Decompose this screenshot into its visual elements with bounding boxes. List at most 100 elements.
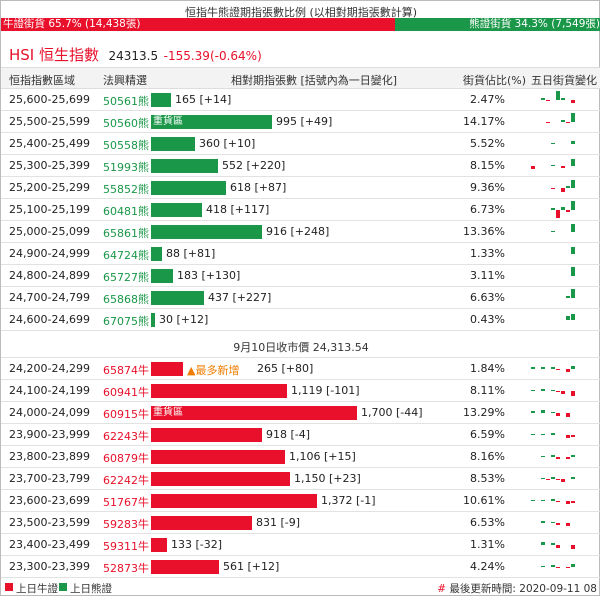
warrant-code-link[interactable]: 65861熊 — [103, 227, 149, 240]
warrant-code-link[interactable]: 64724熊 — [103, 249, 149, 262]
table-row: 24,900-24,999 64724熊 88 [+81] 1.33% — [1, 243, 600, 265]
last-updated-text: 最後更新時間: 2020-09-11 08 — [449, 583, 597, 595]
index-change: -155.39(-0.64%) — [163, 49, 262, 63]
most-added-label: ▲最多新增 — [187, 364, 240, 377]
five-day-bar — [531, 411, 535, 413]
bull-contracts-bar — [151, 494, 317, 508]
warrant-code-link[interactable]: 60481熊 — [103, 205, 149, 218]
five-day-bar — [566, 413, 570, 417]
warrant-code-link[interactable]: 50558熊 — [103, 139, 149, 152]
contracts-label: 561 [+12] — [223, 560, 280, 573]
warrant-code-link[interactable]: 65727熊 — [103, 271, 149, 284]
five-day-bar — [551, 143, 555, 144]
five-day-bar — [571, 180, 575, 188]
five-day-bar — [551, 477, 555, 479]
share-percent: 13.29% — [463, 406, 505, 419]
header-five-day: 五日街貨變化 — [531, 74, 597, 87]
warrant-code-link[interactable]: 60879牛 — [103, 452, 149, 465]
five-day-bar — [571, 247, 575, 254]
strike-range: 24,200-24,299 — [9, 362, 90, 375]
share-percent: 8.53% — [470, 472, 505, 485]
five-day-bar — [571, 289, 575, 298]
contracts-label: 1,372 [-1] — [321, 494, 376, 507]
share-percent: 9.36% — [470, 181, 505, 194]
contracts-label: 618 [+87] — [230, 181, 287, 194]
five-day-bar — [561, 207, 565, 210]
five-day-bar — [566, 296, 570, 298]
bull-contracts-bar — [151, 406, 357, 420]
five-day-bar — [566, 523, 570, 526]
warrant-code-link[interactable]: 51993熊 — [103, 161, 149, 174]
table-row: 23,300-23,399 52873牛 561 [+12] 4.24% — [1, 556, 600, 578]
five-day-bar — [556, 479, 560, 480]
five-day-bar — [541, 500, 545, 501]
strike-range: 25,200-25,299 — [9, 181, 90, 194]
five-day-bar — [551, 165, 555, 166]
five-day-sparkline — [529, 470, 585, 488]
warrant-code-link[interactable]: 67075熊 — [103, 315, 149, 328]
bull-contracts-bar — [151, 384, 287, 398]
index-name[interactable]: HSI 恒生指數 — [9, 46, 99, 64]
five-day-bar — [551, 499, 555, 501]
warrant-code-link[interactable]: 59311牛 — [103, 540, 149, 553]
five-day-bar — [561, 120, 565, 122]
contracts-label: 360 [+10] — [199, 137, 256, 150]
five-day-bar — [566, 210, 570, 212]
strike-range: 23,400-23,499 — [9, 538, 90, 551]
hot-zone-label: 重貨區 — [153, 407, 183, 418]
warrant-code-link[interactable]: 60915牛 — [103, 408, 149, 421]
five-day-bar — [571, 435, 575, 437]
share-percent: 8.16% — [470, 450, 505, 463]
warrant-code-link[interactable]: 59283牛 — [103, 518, 149, 531]
share-percent: 5.52% — [470, 137, 505, 150]
strike-range: 24,100-24,199 — [9, 384, 90, 397]
bull-contracts-bar — [151, 450, 285, 464]
share-percent: 3.11% — [470, 269, 505, 282]
five-day-bar — [546, 100, 550, 101]
warrant-code-link[interactable]: 60941牛 — [103, 386, 149, 399]
strike-range: 25,500-25,599 — [9, 115, 90, 128]
five-day-bar — [541, 478, 545, 479]
five-day-bar — [541, 389, 545, 391]
five-day-bar — [566, 435, 570, 438]
table-row: 25,300-25,399 51993熊 552 [+220] 8.15% — [1, 155, 600, 177]
table-row: 24,700-24,799 65868熊 437 [+227] 6.63% — [1, 287, 600, 309]
five-day-bar — [531, 390, 535, 391]
strike-range: 25,600-25,699 — [9, 93, 90, 106]
share-percent: 2.47% — [470, 93, 505, 106]
five-day-bar — [546, 479, 550, 480]
strike-range: 23,800-23,899 — [9, 450, 90, 463]
share-percent: 8.11% — [470, 384, 505, 397]
bull-contracts-bar — [151, 362, 183, 376]
warrant-code-link[interactable]: 62242牛 — [103, 474, 149, 487]
five-day-sparkline — [529, 558, 585, 576]
contracts-label: 165 [+14] — [175, 93, 232, 106]
five-day-bar — [566, 122, 570, 123]
five-day-sparkline — [529, 514, 585, 532]
bear-contracts-bar — [151, 291, 204, 305]
five-day-sparkline — [529, 426, 585, 444]
five-day-bar — [556, 210, 560, 218]
table-row: 25,000-25,099 65861熊 916 [+248] 13.36% — [1, 221, 600, 243]
warrant-code-link[interactable]: 65868熊 — [103, 293, 149, 306]
table-row: 23,700-23,799 62242牛 1,150 [+23] 8.53% — [1, 468, 600, 490]
five-day-sparkline — [529, 157, 585, 175]
five-day-bar — [566, 316, 570, 320]
warrant-code-link[interactable]: 65874牛 — [103, 364, 149, 377]
warrant-code-link[interactable]: 55852熊 — [103, 183, 149, 196]
close-price-divider: 9月10日收市價 24,313.54 — [1, 338, 600, 358]
contracts-label: 916 [+248] — [266, 225, 330, 238]
strike-range: 23,600-23,699 — [9, 494, 90, 507]
bear-legend-label: 上日熊證 — [70, 583, 112, 595]
warrant-code-link[interactable]: 50561熊 — [103, 95, 149, 108]
contracts-label: 1,119 [-101] — [291, 384, 360, 397]
strike-range: 25,000-25,099 — [9, 225, 90, 238]
footer: 上日牛證 上日熊證 # 最後更新時間: 2020-09-11 08 — [1, 579, 600, 595]
strike-range: 23,900-23,999 — [9, 428, 90, 441]
warrant-code-link[interactable]: 52873牛 — [103, 562, 149, 575]
five-day-bar — [541, 521, 545, 523]
warrant-code-link[interactable]: 62243牛 — [103, 430, 149, 443]
warrant-code-link[interactable]: 50560熊 — [103, 117, 149, 130]
table-header: 恒指指數區域 法興精選 相對期指張數 [括號內為一日變化] 街貨佔比(%) 五日… — [1, 67, 600, 89]
warrant-code-link[interactable]: 51767牛 — [103, 496, 149, 509]
